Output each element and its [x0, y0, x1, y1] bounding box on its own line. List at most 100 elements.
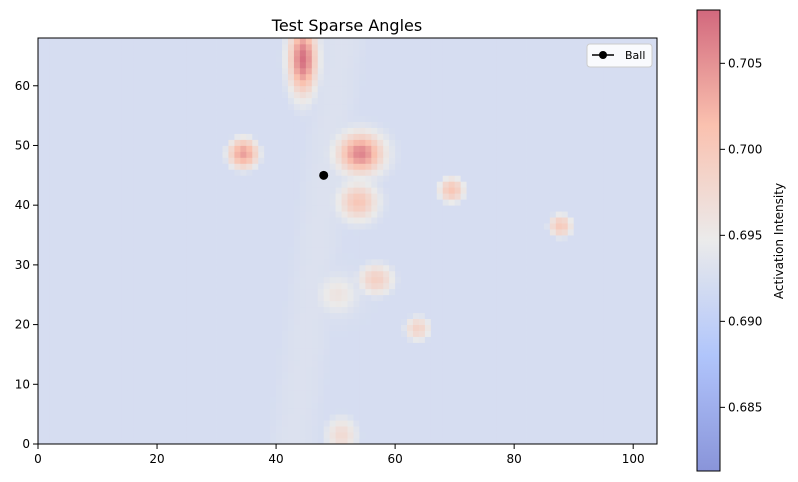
heatmap-cell [466, 342, 473, 349]
heatmap-cell [347, 241, 354, 248]
heatmap-cell [61, 270, 69, 278]
heatmap-cell [484, 408, 491, 415]
heatmap-cell [448, 205, 456, 212]
heatmap-cell [573, 402, 581, 409]
heatmap-cell [496, 199, 503, 206]
heatmap-cell [371, 246, 378, 254]
heatmap-cell [145, 312, 152, 320]
heatmap-cell [412, 169, 420, 176]
heatmap-cell [91, 246, 98, 254]
heatmap-cell [168, 282, 176, 290]
heatmap-cell [270, 252, 277, 260]
heatmap-cell [609, 366, 616, 373]
heatmap-cell [276, 294, 283, 302]
heatmap-cell [91, 276, 98, 284]
heatmap-cell [180, 354, 188, 361]
heatmap-cell [597, 372, 604, 379]
heatmap-cell [264, 288, 271, 296]
heatmap-cell [222, 264, 229, 272]
heatmap-cell [454, 282, 461, 290]
heatmap-cell [43, 199, 51, 206]
heatmap-cell [490, 211, 497, 218]
heatmap-cell [383, 169, 390, 176]
heatmap-cell [43, 163, 51, 170]
heatmap-cell [537, 420, 545, 427]
heatmap-cell [466, 354, 473, 361]
heatmap-cell [85, 342, 92, 349]
heatmap-cell [603, 187, 610, 194]
heatmap-cell [55, 342, 63, 349]
heatmap-cell [49, 306, 57, 314]
heatmap-cell [162, 402, 170, 409]
heatmap-cell [603, 366, 610, 373]
heatmap-cell [180, 205, 188, 212]
heatmap-cell [204, 432, 211, 439]
heatmap-cell [609, 318, 616, 325]
heatmap-cell [377, 438, 384, 444]
heatmap-cell [186, 426, 194, 433]
heatmap-cell [543, 163, 551, 170]
heatmap-cell [484, 205, 491, 212]
heatmap-cell [395, 264, 402, 272]
heatmap-cell [478, 276, 485, 284]
heatmap-cell [204, 396, 211, 403]
heatmap-cell [472, 336, 479, 343]
heatmap-cell [359, 348, 366, 355]
heatmap-cell [567, 241, 575, 248]
heatmap-cell [38, 235, 45, 242]
heatmap-cell [526, 199, 533, 206]
heatmap-cell [151, 414, 158, 421]
heatmap-cell [73, 157, 81, 164]
heatmap-cell [496, 378, 503, 385]
heatmap-cell [246, 318, 253, 325]
heatmap-cell [216, 402, 223, 409]
heatmap-cell [109, 223, 116, 230]
heatmap-cell [264, 414, 271, 421]
heatmap-cell [460, 264, 467, 272]
heatmap-cell [305, 270, 313, 278]
heatmap-cell [186, 402, 194, 409]
heatmap-cell [222, 432, 229, 439]
heatmap-cell [204, 438, 211, 444]
heatmap-cell [222, 354, 229, 361]
heatmap-cell [430, 282, 438, 290]
heatmap-cell [407, 396, 414, 403]
heatmap-cell [151, 402, 158, 409]
heatmap-cell [115, 241, 122, 248]
heatmap-cell [508, 258, 515, 266]
heatmap-cell [115, 318, 122, 325]
heatmap-cell [335, 264, 342, 272]
heatmap-cell [597, 193, 604, 200]
heatmap-cell [549, 264, 557, 272]
heatmap-cell [97, 366, 104, 373]
heatmap-cell [270, 390, 277, 397]
heatmap-cell [270, 175, 277, 182]
heatmap-cell [228, 199, 235, 206]
heatmap-cell [305, 288, 313, 296]
heatmap-cell [174, 193, 182, 200]
heatmap-cell [502, 390, 509, 397]
heatmap-cell [520, 402, 527, 409]
heatmap-cell [210, 306, 217, 314]
heatmap-cell [633, 402, 640, 409]
heatmap-cell [234, 342, 241, 349]
heatmap-cell [234, 235, 241, 242]
heatmap-cell [579, 205, 586, 212]
heatmap-cell [412, 241, 420, 248]
heatmap-cell [276, 438, 283, 444]
heatmap-cell [567, 276, 575, 284]
heatmap-cell [293, 187, 301, 194]
heatmap-cell [347, 175, 354, 182]
heatmap-cell [168, 288, 176, 296]
heatmap-cell [377, 408, 384, 415]
heatmap-cell [121, 312, 128, 320]
heatmap-cell [359, 211, 366, 218]
heatmap-cell [139, 163, 146, 170]
heatmap-cell [567, 330, 575, 337]
heatmap-cell [67, 396, 75, 403]
heatmap-cell [264, 270, 271, 278]
heatmap-cell [448, 342, 456, 349]
heatmap-cell [478, 229, 485, 236]
heatmap-cell [377, 336, 384, 343]
heatmap-cell [454, 378, 461, 385]
